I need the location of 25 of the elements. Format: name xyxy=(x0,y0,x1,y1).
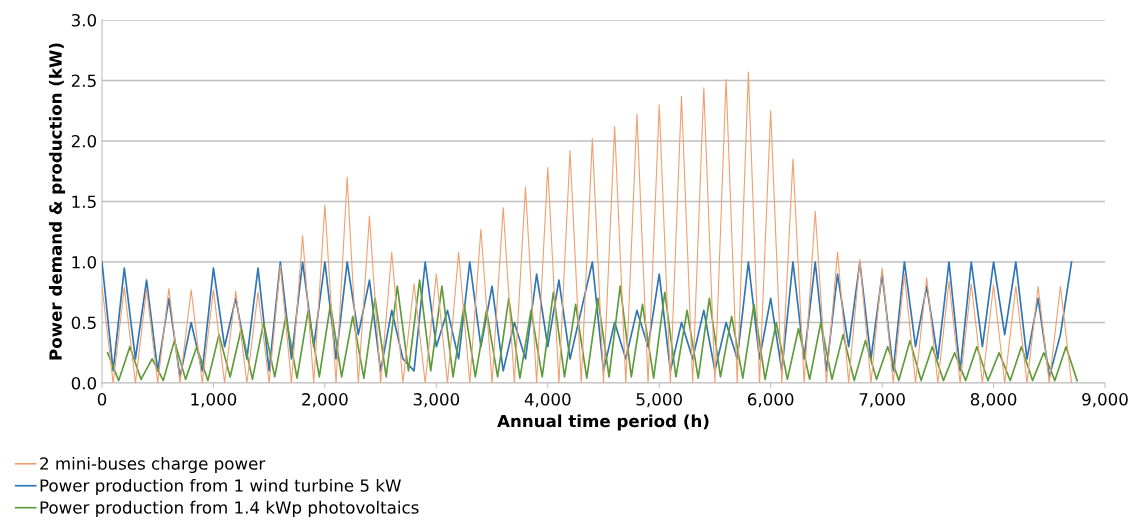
line-series xyxy=(106,279,1078,382)
y-tick-label: 1.0 xyxy=(72,255,97,269)
x-tick-label: 7,000 xyxy=(859,393,905,408)
y-axis-title: Power demand & production (kW) xyxy=(48,43,66,360)
x-tick-label: 6,000 xyxy=(747,393,794,408)
y-tick-label: 2.5 xyxy=(71,74,96,88)
legend-label: Power production from 1 wind turbine 5 kW xyxy=(40,478,401,496)
y-tick-label: 0.0 xyxy=(71,376,97,390)
y-tick-label: 3.0 xyxy=(71,13,97,27)
x-tick-label: 9,000 xyxy=(1082,393,1128,408)
x-tick-label: 2,000 xyxy=(302,393,348,408)
x-tick-label: 4,000 xyxy=(524,393,571,408)
x-tick-label: 1,000 xyxy=(191,393,237,408)
line-series xyxy=(102,261,1073,378)
x-tick-label: 0 xyxy=(97,393,107,406)
y-tick-label: 0.5 xyxy=(71,316,96,330)
legend-label: Power production from 1.4 kWp photovoltaics xyxy=(40,500,419,517)
x-tick-label: 8,000 xyxy=(970,393,1017,408)
x-tick-label: 3,000 xyxy=(413,393,460,408)
legend-label: 2 mini-buses charge power xyxy=(40,456,266,474)
y-tick-label: 1.5 xyxy=(72,195,96,209)
x-axis-title: Annual time period (h) xyxy=(497,414,709,431)
x-tick-label: 5,000 xyxy=(636,393,682,408)
line-series xyxy=(102,71,1073,383)
y-tick-label: 2.0 xyxy=(71,134,97,148)
